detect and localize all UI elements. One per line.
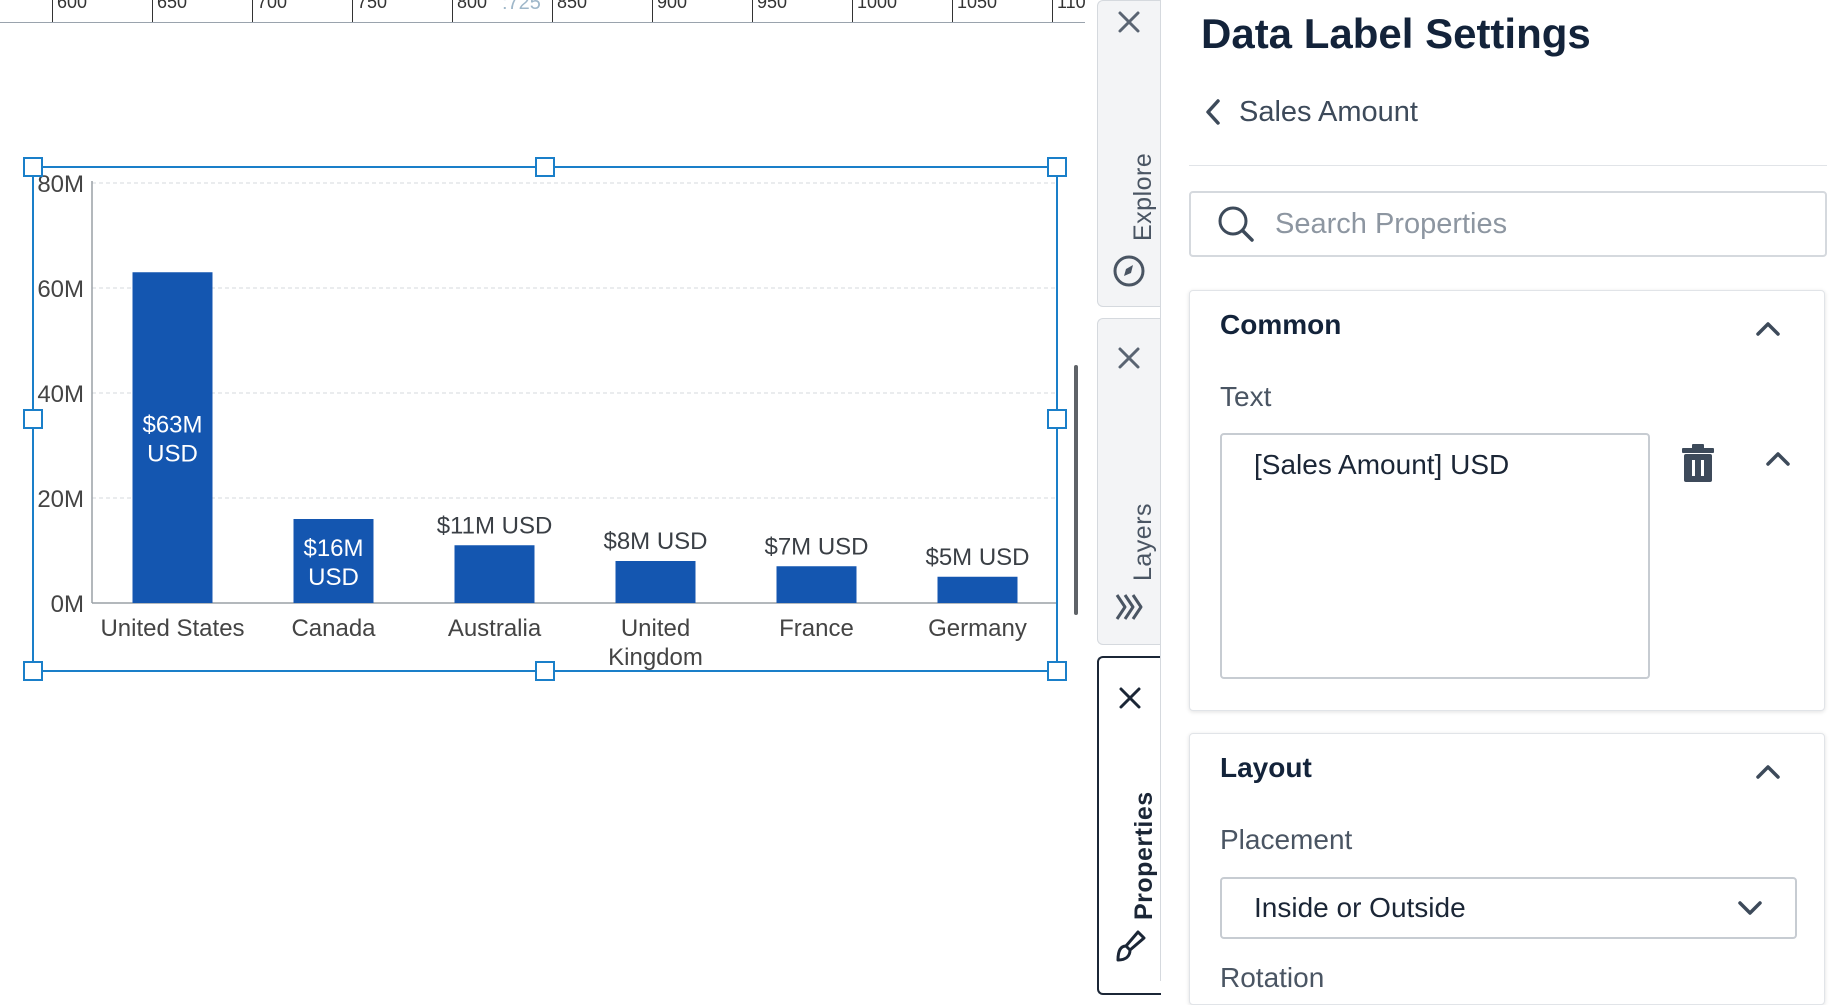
- search-icon: [1218, 206, 1254, 242]
- resize-handle[interactable]: [23, 661, 43, 681]
- ruler-tick: [852, 0, 853, 22]
- ruler-tick: [1052, 0, 1053, 22]
- section-title: Layout: [1220, 752, 1312, 783]
- chevron-left-icon: [1206, 99, 1220, 125]
- panel-title: Data Label Settings: [1201, 10, 1591, 57]
- resize-handle[interactable]: [23, 409, 43, 429]
- y-tick-label: 80M: [37, 171, 84, 198]
- placement-select[interactable]: Inside or Outside: [1220, 877, 1797, 939]
- chevron-up-icon[interactable]: [1750, 311, 1786, 347]
- ruler-tick: [252, 0, 253, 22]
- horizontal-ruler: 600 650 700 750 800 850 900 950 1000 1050 1100 :725: [0, 0, 1085, 23]
- tab-explore-label: Explore: [1129, 152, 1157, 241]
- x-tick-label: United: [621, 615, 690, 642]
- y-tick-label: 60M: [37, 276, 84, 303]
- close-icon[interactable]: [1115, 683, 1145, 713]
- panel-divider: [1160, 0, 1161, 981]
- bar[interactable]: [132, 272, 213, 603]
- ruler-tick: [452, 0, 453, 22]
- ruler-tick-label: 1100: [1057, 0, 1085, 12]
- x-tick-label: Australia: [448, 615, 542, 642]
- tab-explore[interactable]: Explore: [1097, 0, 1160, 307]
- divider: [1189, 165, 1827, 166]
- bar[interactable]: [293, 519, 374, 603]
- ruler-tick: [752, 0, 753, 22]
- data-label: $5M USD: [925, 544, 1029, 571]
- ruler-tick-label: 850: [557, 0, 588, 12]
- data-label: $63M: [142, 412, 202, 439]
- ruler-tick: [552, 0, 553, 22]
- resize-handle[interactable]: [535, 157, 555, 177]
- section-title: Common: [1220, 309, 1342, 340]
- data-label: USD: [308, 564, 359, 591]
- close-icon[interactable]: [1114, 343, 1144, 373]
- data-label: $16M: [303, 535, 363, 562]
- resize-handle[interactable]: [1047, 661, 1067, 681]
- bar[interactable]: [615, 561, 696, 603]
- x-tick-label: France: [779, 615, 854, 642]
- x-tick-label: Germany: [928, 615, 1027, 642]
- data-label: $11M USD: [437, 512, 553, 539]
- ruler-tick-label: 1050: [957, 0, 998, 12]
- chevron-down-icon: [1738, 901, 1762, 915]
- text-field-label: Text: [1220, 381, 1272, 412]
- ruler-tick-label: 800: [457, 0, 488, 12]
- y-tick-label: 20M: [37, 486, 84, 513]
- compass-icon: [1113, 255, 1145, 287]
- search-input[interactable]: [1273, 206, 1777, 242]
- placement-label: Placement: [1220, 824, 1353, 855]
- properties-panel: Data Label Settings Sales Amount Common …: [1161, 0, 1838, 1005]
- x-tick-label: Kingdom: [608, 644, 703, 671]
- placement-value: Inside or Outside: [1254, 892, 1466, 923]
- close-icon[interactable]: [1114, 7, 1144, 37]
- layers-icon: [1115, 594, 1143, 620]
- ruler-position-marker: :725: [502, 0, 541, 14]
- ruler-tick: [952, 0, 953, 22]
- ruler-tick: [652, 0, 653, 22]
- rotation-label: Rotation: [1220, 962, 1325, 993]
- ruler-tick-label: 950: [757, 0, 788, 12]
- canvas-scrollbar[interactable]: [1074, 365, 1078, 615]
- x-tick-label: Canada: [291, 615, 376, 642]
- back-button[interactable]: Sales Amount: [1201, 90, 1418, 134]
- ruler-tick-label: 900: [657, 0, 688, 12]
- ruler-tick-label: 700: [257, 0, 288, 12]
- text-field[interactable]: [1220, 433, 1650, 679]
- tab-properties[interactable]: Properties: [1097, 656, 1161, 995]
- back-label: Sales Amount: [1239, 95, 1418, 128]
- ruler-tick: [352, 0, 353, 22]
- tab-properties-label: Properties: [1130, 791, 1158, 920]
- x-tick-label: United States: [100, 615, 244, 642]
- tab-layers-label: Layers: [1129, 502, 1157, 581]
- ruler-tick-label: 650: [157, 0, 188, 12]
- chevron-up-icon[interactable]: [1750, 754, 1786, 790]
- ruler-tick-label: 600: [57, 0, 88, 12]
- common-section: Common Text: [1189, 290, 1825, 711]
- ruler-tick-label: 1000: [857, 0, 898, 12]
- resize-handle[interactable]: [1047, 157, 1067, 177]
- bar[interactable]: [937, 576, 1018, 603]
- search-box[interactable]: [1189, 191, 1827, 257]
- bar[interactable]: [454, 545, 535, 603]
- resize-handle[interactable]: [535, 661, 555, 681]
- ruler-tick-label: 750: [357, 0, 388, 12]
- layout-section: Layout Placement Inside or Outside Rotat…: [1189, 733, 1825, 1005]
- resize-handle[interactable]: [1047, 409, 1067, 429]
- y-tick-label: 40M: [37, 381, 84, 408]
- data-label: USD: [147, 441, 198, 468]
- bar[interactable]: [776, 566, 857, 603]
- trash-icon[interactable]: [1676, 441, 1720, 485]
- chevron-up-icon[interactable]: [1760, 441, 1796, 477]
- tab-layers[interactable]: Layers: [1097, 318, 1160, 645]
- resize-handle[interactable]: [23, 157, 43, 177]
- report-canvas[interactable]: 600 650 700 750 800 850 900 950 1000 1050 1100 :725…: [0, 0, 1085, 981]
- ruler-tick: [52, 0, 53, 22]
- data-label: $7M USD: [764, 533, 868, 560]
- ruler-tick: [152, 0, 153, 22]
- brush-icon: [1116, 930, 1146, 962]
- data-label: $8M USD: [603, 528, 707, 555]
- y-tick-label: 0M: [51, 591, 84, 618]
